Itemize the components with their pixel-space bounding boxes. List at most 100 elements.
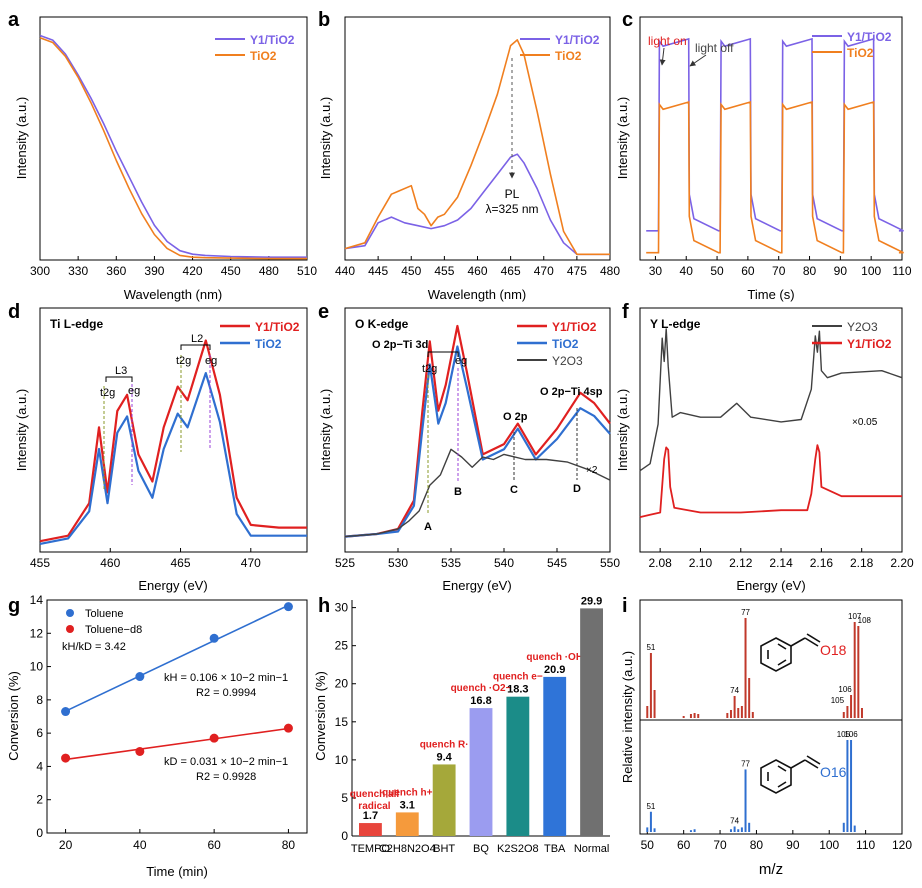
panel-d-eg-2: eg — [205, 355, 217, 367]
panel-h-ylabel: Conversion (%) — [313, 671, 328, 761]
ytick-label-h: 0 — [341, 829, 348, 843]
panel-c-ticks: 30 40 50 60 70 80 90 100 110 — [649, 256, 912, 278]
ytick-label-g: 8 — [36, 693, 43, 707]
panel-i-frame — [639, 599, 903, 835]
panel-g-ylabel: Conversion (%) — [6, 671, 21, 761]
panel-e-frame — [344, 307, 611, 553]
panel-a-legend: Y1/TiO2 TiO2 — [215, 33, 295, 63]
panel-label-a: a — [8, 9, 20, 31]
panel-b-legend: Y1/TiO2 TiO2 — [520, 33, 600, 63]
bar-h-3 — [469, 708, 493, 836]
panel-d-frame — [39, 307, 308, 553]
panel-h-ticks: 0 5 10 15 20 25 30 — [335, 601, 356, 843]
series-line-a-1 — [39, 37, 307, 260]
panel-d-ylabel: Intensity (a.u.) — [14, 389, 29, 471]
legend-c-1: Y1/TiO2 — [847, 30, 892, 44]
panel-d-l2: L2 — [191, 333, 203, 345]
panel-f-frame — [639, 307, 903, 553]
panel-f-lines — [639, 328, 903, 518]
xtick-label-c: 80 — [803, 264, 817, 278]
ytick-label-g: 4 — [36, 759, 43, 773]
panel-g-xlabel: Time (min) — [146, 864, 208, 879]
bar-h-0 — [359, 823, 382, 836]
xtick-label-g: 20 — [59, 838, 73, 852]
panel-g-ratio: kH/kD = 3.42 — [62, 641, 126, 653]
ytick-label-h: 25 — [335, 639, 349, 653]
panel-e-point-a: A — [424, 521, 432, 533]
panel-f-ticks: 2.08 2.10 2.12 2.14 2.16 2.18 2.20 — [648, 548, 914, 570]
xtick-label-c: 50 — [710, 264, 724, 278]
panel-i-xlabel: m/z — [759, 861, 783, 878]
ytick-label-g: 0 — [36, 826, 43, 840]
xtick-label-e: 540 — [494, 556, 514, 570]
panel-i-ylabel: Relative intensity (a.u.) — [620, 651, 635, 783]
bar-h-1 — [395, 812, 419, 836]
peak-label-i-0: 108 — [858, 616, 872, 625]
xtick-label-g: 40 — [133, 838, 147, 852]
data-point-g-0 — [209, 633, 219, 643]
xtick-label-b: 455 — [434, 264, 454, 278]
xtick-label-i: 60 — [677, 838, 691, 852]
peak-label-i-0: 106 — [838, 685, 852, 694]
xtick-label-e: 535 — [441, 556, 461, 570]
panel-d-ticks: 455 460 465 470 — [30, 548, 261, 570]
xtick-label-b: 445 — [368, 264, 388, 278]
peak-label-i-1: 74 — [730, 816, 739, 825]
xtick-label-f: 2.12 — [729, 556, 753, 570]
bar-value-label-h-6: 29.9 — [581, 595, 602, 607]
series-line-b-1 — [344, 39, 610, 256]
legend-e-3: Y2O3 — [552, 354, 583, 368]
xtick-label-a: 300 — [30, 264, 50, 278]
series-line-e-1 — [344, 345, 611, 538]
panel-c-frame — [639, 16, 903, 261]
panel-g-frame — [46, 599, 308, 834]
series-line-b-0 — [344, 153, 610, 256]
panel-c-legend: Y1/TiO2 TiO2 — [812, 30, 892, 60]
xtick-label-a: 390 — [144, 264, 164, 278]
ytick-label-h: 15 — [335, 715, 349, 729]
xtick-label-e: 530 — [388, 556, 408, 570]
panel-e-ticks: 525 530 535 540 545 550 — [335, 548, 620, 570]
panel-label-g: g — [8, 595, 20, 617]
panel-label-b: b — [318, 9, 330, 31]
xtick-label-d: 470 — [241, 556, 261, 570]
xtick-label-c: 100 — [861, 264, 881, 278]
data-point-g-1 — [209, 733, 219, 743]
panel-e-eg: eg — [455, 355, 467, 367]
panel-a-ticks: 300 330 360 390 420 450 480 510 — [30, 256, 317, 278]
legend-c-2: TiO2 — [847, 46, 874, 60]
panel-e-o2p-ti4sp: O 2p−Ti 4sp — [540, 386, 603, 398]
panel-label-c: c — [622, 9, 633, 31]
bar-quench-label-h-5: quench ·OH — [526, 652, 583, 663]
xtick-label-g: 60 — [207, 838, 221, 852]
panel-i-ticks: 50 60 70 80 90 100 110 120 — [641, 830, 912, 852]
peak-label-i-1: 106 — [844, 730, 858, 739]
peak-label-i-0: 105 — [831, 696, 845, 705]
panel-b-ticks: 440 445 450 455 460 465 470 475 480 — [335, 256, 620, 278]
fit-line-g-1 — [65, 727, 289, 761]
xtick-label-f: 2.18 — [850, 556, 874, 570]
data-point-g-0 — [61, 707, 71, 717]
xtick-label-d: 455 — [30, 556, 50, 570]
panel-c-off-arrow — [689, 54, 707, 67]
data-point-g-1 — [61, 753, 71, 763]
series-line-d-0 — [39, 339, 307, 543]
panel-e-point-b: B — [454, 486, 462, 498]
xtick-label-f: 2.16 — [810, 556, 834, 570]
bar-quench-label-h-2: quench R· — [420, 739, 469, 750]
panel-d-t2g-2: t2g — [176, 355, 191, 367]
ytick-label-h: 20 — [335, 677, 349, 691]
xtick-label-i: 120 — [892, 838, 912, 852]
legend-d-2: TiO2 — [255, 337, 282, 351]
series-line-a-0 — [39, 34, 307, 259]
bar-quench-label-h-0-b: radical — [358, 801, 390, 812]
panel-b-xlabel: Wavelength (nm) — [428, 287, 527, 302]
panel-d-eg-1: eg — [128, 385, 140, 397]
panel-g-ticks: 20 40 60 80 0 2 4 6 8 10 12 14 — [30, 593, 296, 852]
ytick-label-h: 5 — [341, 791, 348, 805]
legend-e-2: TiO2 — [552, 337, 579, 351]
xtick-label-i: 110 — [856, 838, 875, 852]
xtick-label-i: 90 — [786, 838, 800, 852]
panel-f-title: Y L-edge — [650, 317, 701, 331]
